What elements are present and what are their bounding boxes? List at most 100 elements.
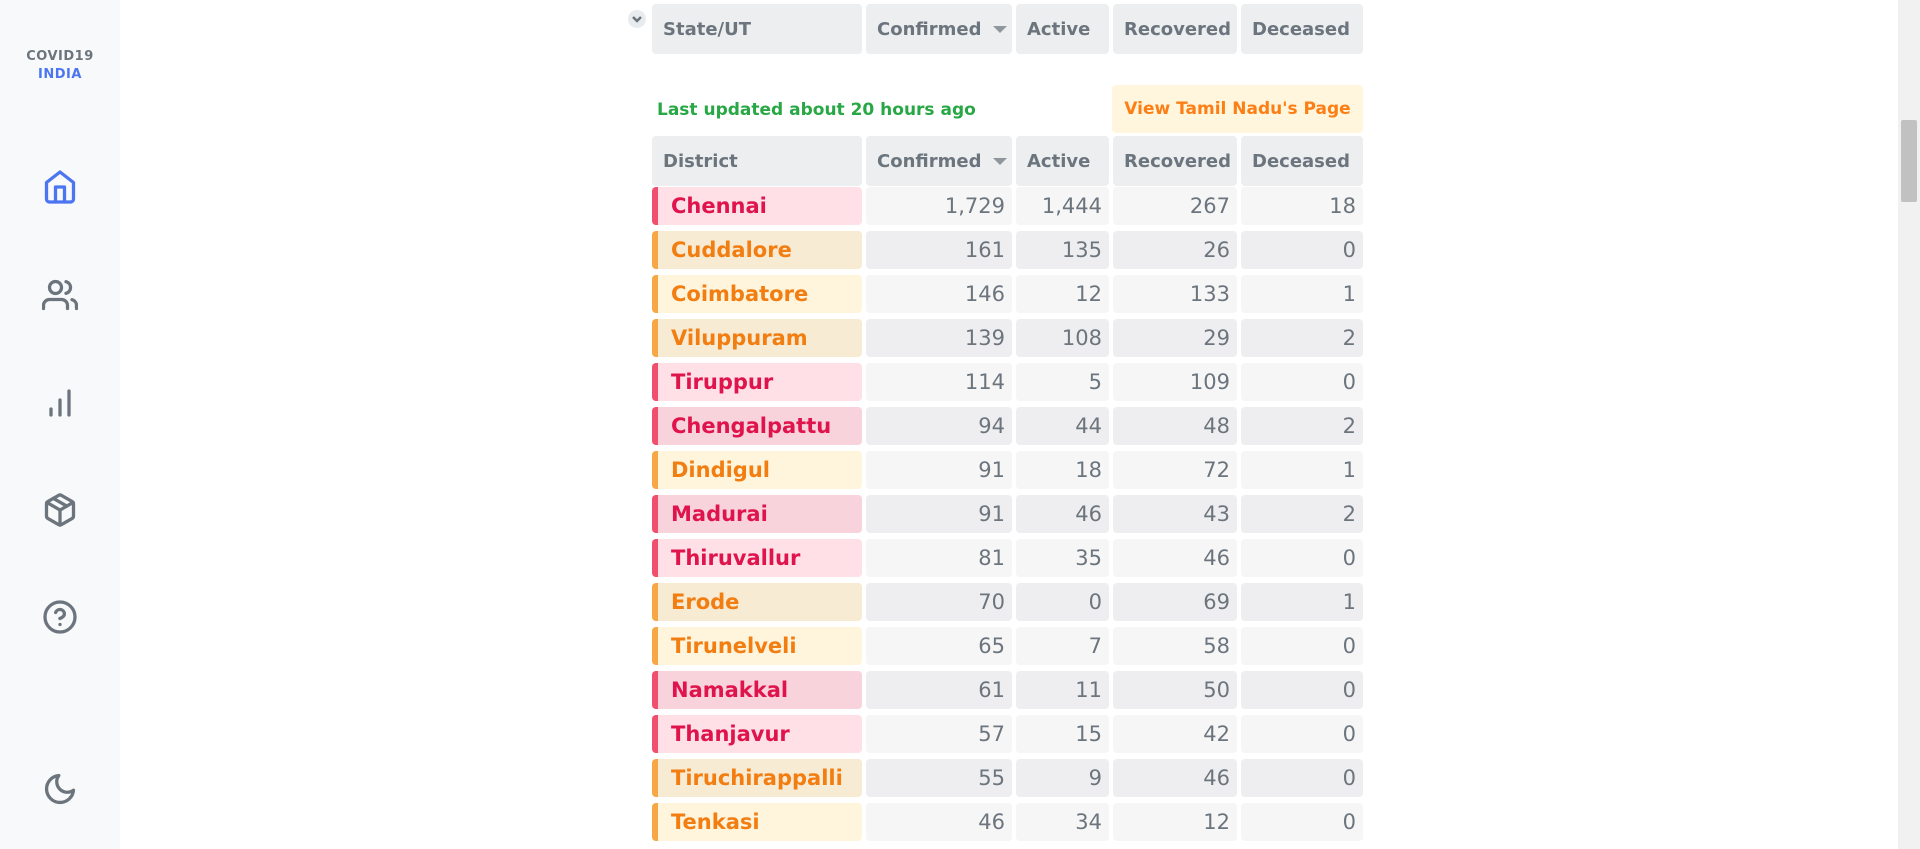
district-confirmed-cell: 70 [866, 583, 1012, 621]
district-name-cell[interactable]: Viluppuram [652, 319, 862, 357]
district-deceased-cell: 2 [1241, 407, 1363, 445]
district-active-cell: 5 [1016, 363, 1109, 401]
district-recovered-cell: 267 [1113, 187, 1237, 225]
help-circle-icon [43, 600, 77, 634]
district-active-cell: 44 [1016, 407, 1109, 445]
district-recovered-cell: 72 [1113, 451, 1237, 489]
district-header-recovered[interactable]: Recovered [1113, 136, 1237, 186]
district-header-label: Confirmed [877, 150, 982, 172]
district-name-cell[interactable]: Tirunelveli [652, 627, 862, 665]
district-confirmed-cell: 61 [866, 671, 1012, 709]
scrollbar-track[interactable] [1898, 0, 1920, 849]
district-confirmed-cell: 46 [866, 803, 1012, 841]
home-icon [44, 170, 76, 204]
district-name-cell[interactable]: Tiruppur [652, 363, 862, 401]
district-recovered-cell: 133 [1113, 275, 1237, 313]
nav-essentials[interactable] [40, 490, 80, 530]
district-header-active[interactable]: Active [1016, 136, 1109, 186]
district-name-cell[interactable]: Dindigul [652, 451, 862, 489]
district-header-confirmed[interactable]: Confirmed [866, 136, 1012, 186]
state-header-label: Recovered [1124, 18, 1232, 40]
district-active-cell: 15 [1016, 715, 1109, 753]
district-deceased-cell: 0 [1241, 363, 1363, 401]
state-header-recovered[interactable]: Recovered [1113, 4, 1237, 54]
district-name-cell[interactable]: Tenkasi [652, 803, 862, 841]
district-confirmed-cell: 65 [866, 627, 1012, 665]
district-confirmed-cell: 57 [866, 715, 1012, 753]
district-deceased-cell: 2 [1241, 495, 1363, 533]
dark-mode-toggle[interactable] [40, 769, 80, 809]
nav-home[interactable] [40, 167, 80, 207]
district-deceased-cell: 1 [1241, 275, 1363, 313]
district-deceased-cell: 0 [1241, 715, 1363, 753]
district-name-cell[interactable]: Erode [652, 583, 862, 621]
district-name-cell[interactable]: Tiruchirappalli [652, 759, 862, 797]
nav-faq[interactable] [40, 597, 80, 637]
district-name-cell[interactable]: Coimbatore [652, 275, 862, 313]
state-header-confirmed[interactable]: Confirmed [866, 4, 1012, 54]
state-header-active[interactable]: Active [1016, 4, 1109, 54]
district-recovered-cell: 58 [1113, 627, 1237, 665]
collapse-state-button[interactable] [628, 10, 646, 28]
district-deceased-cell: 0 [1241, 803, 1363, 841]
moon-icon [44, 773, 76, 805]
district-recovered-cell: 109 [1113, 363, 1237, 401]
district-name-cell[interactable]: Namakkal [652, 671, 862, 709]
district-confirmed-cell: 1,729 [866, 187, 1012, 225]
district-active-cell: 11 [1016, 671, 1109, 709]
district-active-cell: 0 [1016, 583, 1109, 621]
district-active-cell: 34 [1016, 803, 1109, 841]
district-name-cell[interactable]: Chengalpattu [652, 407, 862, 445]
district-deceased-cell: 0 [1241, 231, 1363, 269]
nav-deep-dive[interactable] [40, 383, 80, 423]
district-name-cell[interactable]: Cuddalore [652, 231, 862, 269]
district-confirmed-cell: 55 [866, 759, 1012, 797]
state-header-label: Confirmed [877, 18, 982, 40]
view-state-page-button[interactable]: View Tamil Nadu's Page [1112, 85, 1363, 133]
district-confirmed-cell: 139 [866, 319, 1012, 357]
district-header-label: Recovered [1124, 150, 1232, 172]
district-active-cell: 12 [1016, 275, 1109, 313]
state-header-label: Active [1027, 18, 1091, 40]
district-confirmed-cell: 146 [866, 275, 1012, 313]
district-deceased-cell: 0 [1241, 759, 1363, 797]
package-icon [44, 493, 76, 527]
district-name-cell[interactable]: Thanjavur [652, 715, 862, 753]
logo-line-1: COVID19 [26, 49, 94, 64]
district-name-cell[interactable]: Madurai [652, 495, 862, 533]
district-confirmed-cell: 81 [866, 539, 1012, 577]
district-header-deceased[interactable]: Deceased [1241, 136, 1363, 186]
district-confirmed-cell: 91 [866, 451, 1012, 489]
state-header-name[interactable]: State/UT [652, 4, 862, 54]
bar-chart-icon [49, 389, 71, 417]
nav-demographics[interactable] [40, 275, 80, 315]
district-name-cell[interactable]: Chennai [652, 187, 862, 225]
last-updated-text: Last updated about 20 hours ago [657, 100, 976, 120]
chevron-down-icon [632, 16, 642, 23]
district-confirmed-cell: 94 [866, 407, 1012, 445]
district-recovered-cell: 26 [1113, 231, 1237, 269]
sort-descending-icon [993, 25, 1008, 33]
district-active-cell: 7 [1016, 627, 1109, 665]
district-header-label: District [663, 150, 738, 172]
district-deceased-cell: 18 [1241, 187, 1363, 225]
district-active-cell: 35 [1016, 539, 1109, 577]
district-recovered-cell: 29 [1113, 319, 1237, 357]
district-header-name[interactable]: District [652, 136, 862, 186]
district-deceased-cell: 0 [1241, 671, 1363, 709]
sidebar: COVID19 INDIA [0, 0, 120, 849]
state-header-label: Deceased [1252, 18, 1350, 40]
district-recovered-cell: 42 [1113, 715, 1237, 753]
sort-descending-icon [993, 157, 1008, 165]
district-header-label: Active [1027, 150, 1091, 172]
district-name-cell[interactable]: Thiruvallur [652, 539, 862, 577]
district-header-label: Deceased [1252, 150, 1350, 172]
district-active-cell: 108 [1016, 319, 1109, 357]
state-header-label: State/UT [663, 18, 751, 40]
district-active-cell: 135 [1016, 231, 1109, 269]
logo[interactable]: COVID19 INDIA [0, 48, 120, 84]
scrollbar-thumb[interactable] [1901, 120, 1917, 202]
district-confirmed-cell: 91 [866, 495, 1012, 533]
state-header-deceased[interactable]: Deceased [1241, 4, 1363, 54]
district-active-cell: 1,444 [1016, 187, 1109, 225]
